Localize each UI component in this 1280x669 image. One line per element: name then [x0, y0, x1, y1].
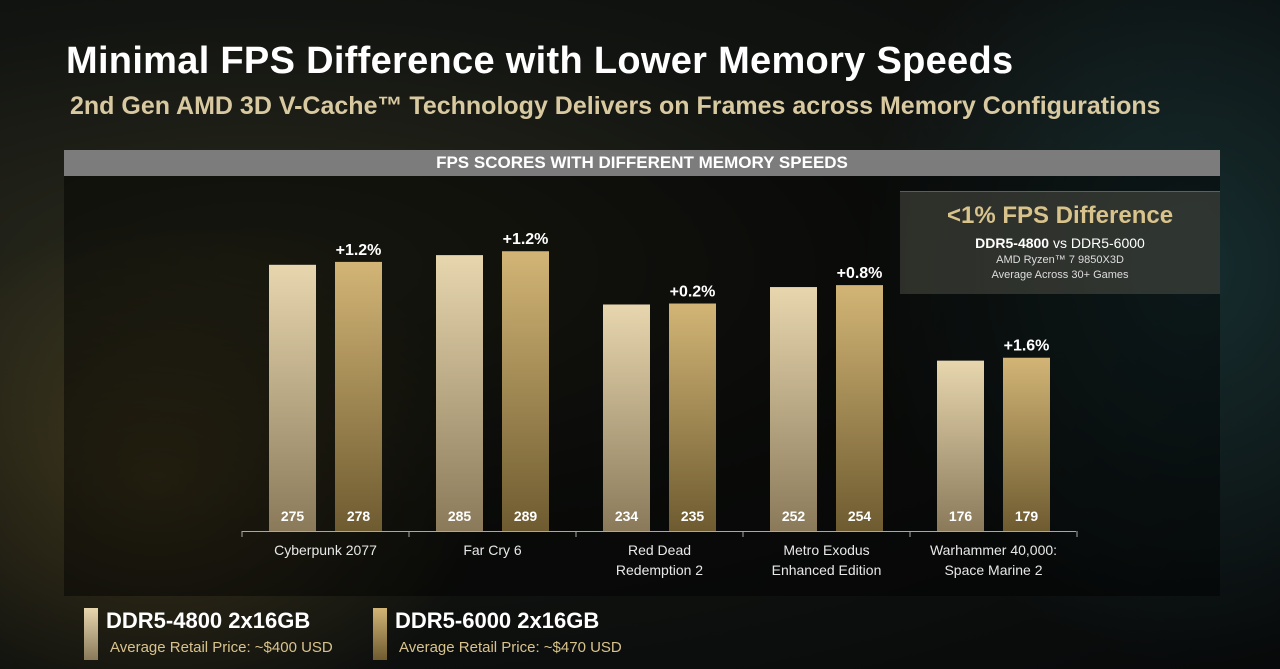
category-label-3-1: Enhanced Edition — [772, 562, 882, 578]
delta-label-1: +1.2% — [503, 231, 549, 248]
delta-label-2: +0.2% — [670, 284, 716, 301]
bar-ddr5-6000-4 — [1003, 357, 1050, 531]
bar-ddr5-4800-0 — [269, 264, 316, 531]
fps-difference-callout: <1% FPS Difference DDR5-4800 vs DDR5-600… — [900, 191, 1220, 294]
value-label-ddr5-6000-2: 235 — [681, 508, 705, 524]
legend-title-ddr5-4800: DDR5-4800 2x16GB — [106, 608, 311, 633]
delta-label-0: +1.2% — [336, 242, 382, 259]
value-label-ddr5-4800-1: 285 — [448, 508, 472, 524]
category-label-4-1: Space Marine 2 — [944, 562, 1042, 578]
category-label-4-0: Warhammer 40,000: — [930, 542, 1057, 558]
legend-swatch-ddr5-6000 — [373, 608, 387, 660]
background-glow — [0, 200, 520, 669]
value-label-ddr5-4800-2: 234 — [615, 508, 639, 524]
bar-ddr5-6000-2 — [669, 303, 716, 531]
callout-headline: <1% FPS Difference — [946, 202, 1174, 229]
callout-cpu: AMD Ryzen™ 7 9850X3D — [996, 254, 1124, 266]
legend-swatch-ddr5-4800 — [84, 608, 98, 660]
chart-panel-header: FPS SCORES WITH DIFFERENT MEMORY SPEEDS — [64, 150, 1220, 176]
value-label-ddr5-6000-1: 289 — [514, 508, 538, 524]
callout-note: Average Across 30+ Games — [991, 269, 1129, 281]
page-subtitle: 2nd Gen AMD 3D V-Cache™ Technology Deliv… — [70, 92, 1161, 120]
delta-label-3: +0.8% — [837, 265, 883, 282]
delta-label-4: +1.6% — [1004, 338, 1050, 355]
bar-ddr5-4800-3 — [770, 287, 817, 531]
callout-compare-a: DDR5-4800 — [975, 235, 1050, 251]
bar-ddr5-6000-0 — [335, 261, 382, 531]
legend-item-ddr5-4800: DDR5-4800 2x16GB Average Retail Price: ~… — [84, 608, 344, 660]
bar-ddr5-4800-4 — [937, 360, 984, 531]
value-label-ddr5-4800-3: 252 — [782, 508, 806, 524]
background-teal-glow — [860, 0, 1280, 669]
category-label-1-0: Far Cry 6 — [463, 542, 522, 558]
category-label-2-1: Redemption 2 — [616, 562, 703, 578]
callout-compare-vs: vs DDR5-6000 — [1049, 235, 1145, 251]
legend-price-ddr5-6000: Average Retail Price: ~$470 USD — [399, 639, 622, 656]
category-label-3-0: Metro Exodus — [783, 542, 869, 558]
legend-item-ddr5-6000: DDR5-6000 2x16GB Average Retail Price: ~… — [373, 608, 633, 660]
callout-comparison: DDR5-4800 vs DDR5-6000 — [900, 235, 1220, 251]
value-label-ddr5-4800-4: 176 — [949, 508, 973, 524]
value-label-ddr5-4800-0: 275 — [281, 508, 305, 524]
value-label-ddr5-6000-0: 278 — [347, 508, 371, 524]
legend-price-ddr5-4800: Average Retail Price: ~$400 USD — [110, 639, 333, 656]
value-label-ddr5-6000-3: 254 — [848, 508, 872, 524]
legend-title-ddr5-6000: DDR5-6000 2x16GB — [395, 608, 600, 633]
value-label-ddr5-6000-4: 179 — [1015, 508, 1039, 524]
bar-ddr5-6000-3 — [836, 285, 883, 531]
category-label-2-0: Red Dead — [628, 542, 691, 558]
bar-ddr5-4800-1 — [436, 255, 483, 531]
category-label-0-0: Cyberpunk 2077 — [274, 542, 377, 558]
bar-ddr5-6000-1 — [502, 251, 549, 532]
page-title: Minimal FPS Difference with Lower Memory… — [66, 40, 1014, 82]
bar-ddr5-4800-2 — [603, 304, 650, 531]
